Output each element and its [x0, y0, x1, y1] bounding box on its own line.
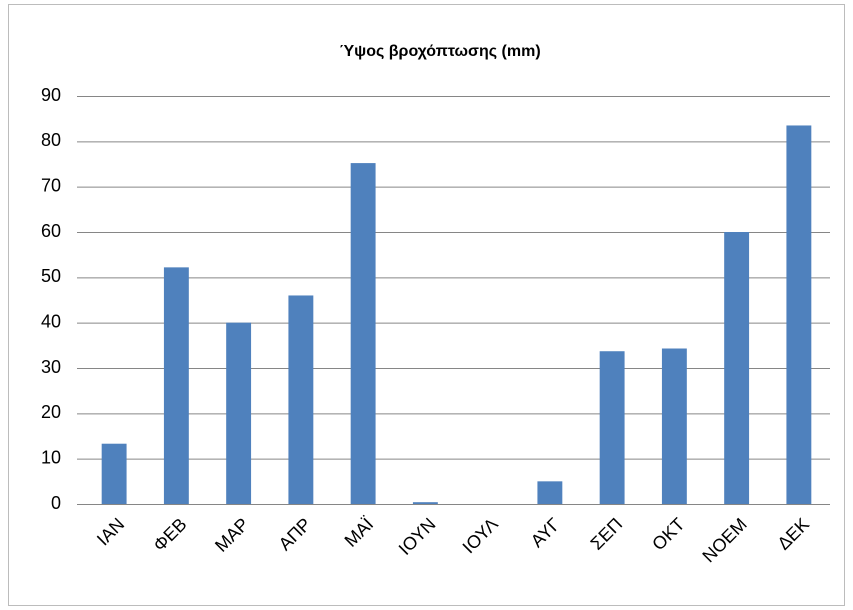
bar: [786, 125, 812, 504]
bar: [599, 351, 625, 504]
y-tick-label: 80: [41, 130, 61, 150]
bar: [163, 267, 189, 504]
y-tick-label: 20: [41, 402, 61, 422]
y-tick-label: 90: [41, 85, 61, 105]
y-tick-label: 50: [41, 266, 61, 286]
bar: [412, 502, 438, 504]
y-tick-label: 0: [51, 493, 61, 513]
bar: [537, 481, 563, 504]
chart-frame: [8, 4, 845, 606]
y-tick-label: 40: [41, 311, 61, 331]
y-tick-label: 30: [41, 357, 61, 377]
bar: [661, 348, 687, 504]
y-tick-label: 10: [41, 447, 61, 467]
bar: [724, 232, 750, 504]
bar: [226, 322, 252, 504]
y-tick-label: 60: [41, 221, 61, 241]
chart-title: Ύψος βροχόπτωσης (mm): [339, 43, 540, 60]
bar: [288, 295, 314, 504]
bar: [101, 443, 127, 504]
bar: [350, 163, 376, 505]
y-tick-label: 70: [41, 175, 61, 195]
